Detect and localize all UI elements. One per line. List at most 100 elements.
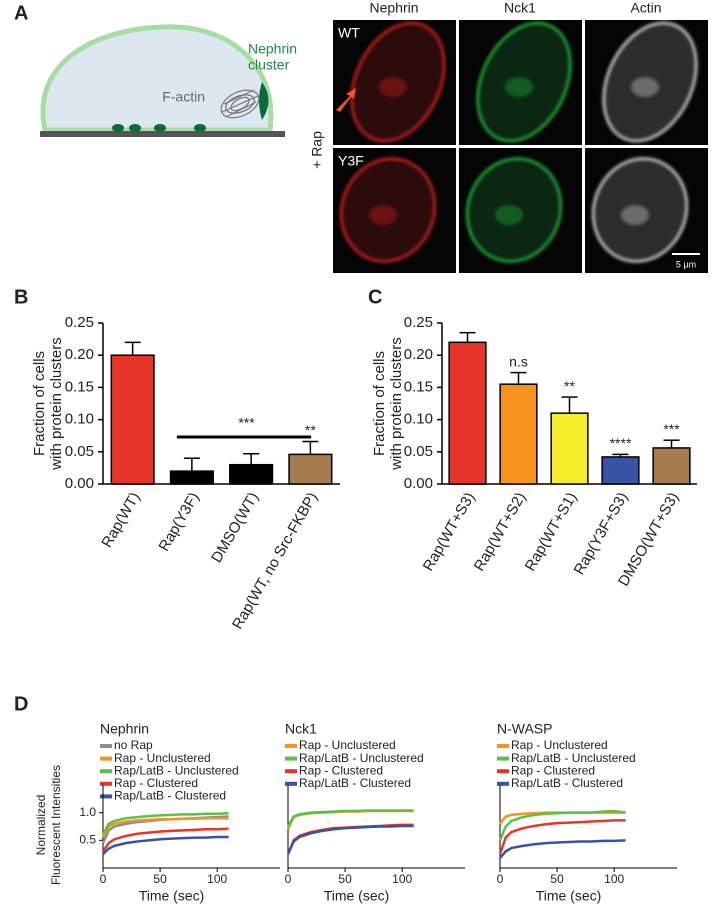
legend-label: Rap - Clustered bbox=[511, 763, 595, 777]
panel-letter: B bbox=[14, 286, 28, 308]
significance: *** bbox=[238, 415, 255, 431]
significance: **** bbox=[610, 435, 632, 451]
y-axis-label: with protein clusters bbox=[48, 337, 65, 471]
legend-label: Rap - Unclustered bbox=[114, 751, 211, 765]
cell-signal bbox=[495, 205, 523, 225]
scale-label: 5 µm bbox=[676, 259, 696, 269]
y-tick-label: 1.0 bbox=[79, 805, 96, 819]
y-tick-label: 0.00 bbox=[404, 475, 433, 492]
bar bbox=[110, 354, 155, 485]
significance: ** bbox=[305, 422, 316, 438]
x-tick-label: DMSO(WT) bbox=[208, 489, 262, 565]
x-tick-label: 0 bbox=[100, 872, 107, 886]
series-line bbox=[498, 819, 626, 855]
x-tick-label: Rap(WT+S2) bbox=[471, 489, 530, 574]
column-header: Nck1 bbox=[504, 0, 536, 16]
bar bbox=[448, 341, 487, 485]
y-tick-label: 0.05 bbox=[65, 443, 94, 460]
x-tick-label: 100 bbox=[604, 872, 624, 886]
x-tick-label: 50 bbox=[338, 872, 352, 886]
panel-letter: D bbox=[14, 693, 28, 715]
bar bbox=[499, 383, 538, 485]
x-tick-label: Rap(WT+S3) bbox=[420, 489, 479, 574]
y-tick-label: 0.10 bbox=[65, 411, 94, 428]
bar bbox=[229, 463, 274, 485]
y-axis-label: Normalized bbox=[34, 795, 48, 856]
cell-signal bbox=[379, 77, 407, 97]
series-line bbox=[286, 824, 414, 855]
legend-label: Rap/LatB - Clustered bbox=[511, 776, 623, 790]
cluster-dot bbox=[194, 124, 206, 132]
legend-label: Rap - Unclustered bbox=[299, 738, 396, 752]
cell-signal bbox=[369, 205, 397, 225]
cluster-dot bbox=[129, 124, 141, 132]
cluster-label: Nephrin bbox=[248, 41, 297, 57]
panel-letter: C bbox=[368, 286, 382, 308]
bar bbox=[169, 470, 214, 485]
bar bbox=[550, 412, 589, 485]
series-line bbox=[101, 827, 229, 853]
x-tick-label: 50 bbox=[153, 872, 167, 886]
legend-label: Rap/LatB - Unclustered bbox=[299, 751, 424, 765]
x-tick-label: Rap(Y3F+S3) bbox=[571, 489, 632, 577]
nephrin-cluster bbox=[259, 82, 269, 120]
y-axis-label: Fluorescent Intensities bbox=[49, 765, 63, 885]
condition-label: + Rap bbox=[309, 131, 325, 169]
x-tick-label: 50 bbox=[550, 872, 564, 886]
micrographs bbox=[333, 20, 708, 273]
y-tick-label: 0.15 bbox=[65, 378, 94, 395]
series-line bbox=[499, 839, 626, 859]
cell-diagram: F-actin Nephrin cluster bbox=[40, 24, 297, 137]
significance: n.s bbox=[509, 353, 528, 369]
x-tick-label: 100 bbox=[392, 872, 412, 886]
cluster-dot bbox=[154, 124, 166, 132]
cluster-dot bbox=[112, 124, 124, 132]
series-line bbox=[101, 816, 229, 839]
series-line bbox=[286, 823, 414, 855]
legend-label: Rap - Clustered bbox=[299, 763, 383, 777]
y-tick-label: 0.10 bbox=[404, 411, 433, 428]
series-line bbox=[498, 809, 626, 841]
y-tick-label: 0.05 bbox=[404, 443, 433, 460]
legend-label: Rap/LatB - Clustered bbox=[114, 789, 226, 803]
y-tick-label: 0.20 bbox=[65, 346, 94, 363]
y-axis-label: Fraction of cells bbox=[31, 351, 48, 456]
significance: *** bbox=[663, 421, 680, 437]
y-axis-label: Fraction of cells bbox=[371, 351, 388, 456]
series-line bbox=[101, 811, 229, 836]
y-axis-label: with protein clusters bbox=[388, 337, 405, 471]
row-label: WT bbox=[338, 25, 360, 41]
significance: ** bbox=[564, 378, 575, 394]
y-tick-label: 0.25 bbox=[404, 314, 433, 331]
y-tick-label: 0.00 bbox=[65, 475, 94, 492]
series-line bbox=[102, 835, 229, 856]
legend-label: Rap/LatB - Clustered bbox=[299, 776, 411, 790]
y-tick-label: 0.25 bbox=[65, 314, 94, 331]
cell-outline bbox=[40, 24, 274, 133]
panel-letter: A bbox=[14, 2, 28, 24]
column-header: Nephrin bbox=[369, 0, 418, 16]
x-tick-label: 100 bbox=[207, 872, 227, 886]
legend-label: Rap - Unclustered bbox=[511, 738, 608, 752]
cell-signal bbox=[631, 77, 659, 97]
arrow bbox=[336, 88, 356, 112]
row-label: Y3F bbox=[338, 153, 364, 169]
bar bbox=[601, 456, 640, 485]
x-tick-label: 0 bbox=[285, 872, 292, 886]
legend-label: Rap/LatB - Unclustered bbox=[114, 763, 239, 777]
cell-signal bbox=[621, 205, 649, 225]
y-tick-label: 0.15 bbox=[404, 378, 433, 395]
bar bbox=[652, 447, 691, 485]
bar bbox=[288, 453, 333, 485]
y-tick-label: 0.5 bbox=[79, 833, 96, 847]
chart-title: Nephrin bbox=[100, 721, 149, 737]
f-actin bbox=[220, 89, 260, 119]
column-header: Actin bbox=[630, 0, 661, 16]
legend-label: no Rap bbox=[114, 738, 153, 752]
x-tick-label: Rap(WT) bbox=[98, 489, 143, 550]
cluster-label: cluster bbox=[248, 57, 290, 73]
y-tick-label: 0.20 bbox=[404, 346, 433, 363]
series-line bbox=[286, 809, 414, 828]
chart-title: Nck1 bbox=[285, 721, 317, 737]
